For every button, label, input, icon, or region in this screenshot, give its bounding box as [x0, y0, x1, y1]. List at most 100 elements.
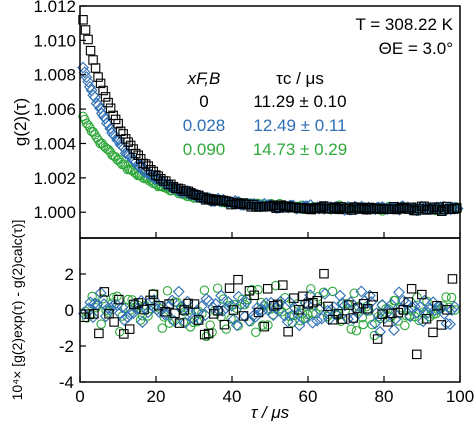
residual-point-diamond — [373, 325, 386, 338]
residual-point-square — [428, 327, 438, 338]
top-point-square — [80, 25, 91, 35]
top-point-diamond — [92, 99, 105, 112]
top-point-square — [188, 189, 199, 199]
residual-point-square — [386, 308, 397, 319]
residual-point-square — [363, 304, 373, 314]
top-point-square — [208, 196, 219, 206]
residual-point-square — [104, 309, 114, 319]
residual-point-circle — [444, 302, 454, 313]
top-point-square — [78, 15, 88, 25]
top-y-ticks: 1.000 1.002 1.004 1.006 1.008 1.010 1.012 — [33, 0, 86, 222]
residual-point-square — [312, 296, 322, 306]
top-point-square — [156, 174, 166, 184]
top-y-tick-label: 1.006 — [33, 100, 76, 119]
top-point-square — [140, 159, 151, 169]
residual-point-diamond — [99, 310, 112, 323]
top-point-square — [449, 203, 459, 214]
top-point-square — [173, 183, 184, 194]
residual-point-diamond — [369, 317, 381, 330]
top-point-circle — [127, 165, 138, 176]
top-point-square — [233, 198, 244, 209]
residual-point-diamond — [410, 306, 423, 319]
residual-point-circle — [123, 294, 133, 305]
top-point-square — [334, 204, 344, 215]
top-point-square — [404, 204, 414, 214]
residual-point-square — [328, 314, 338, 325]
top-point-square — [248, 199, 259, 210]
top-point-square — [120, 134, 131, 144]
top-point-square — [146, 165, 156, 175]
top-point-square — [95, 78, 106, 89]
top-point-square — [153, 171, 164, 181]
top-point-square — [283, 201, 294, 211]
residual-point-square — [99, 287, 110, 297]
x-tick-label: 40 — [223, 387, 242, 406]
residual-point-square — [417, 289, 427, 300]
top-point-square — [399, 202, 409, 213]
residual-point-diamond — [318, 287, 331, 300]
top-point-square — [356, 202, 367, 213]
top-y-tick-label: 1.012 — [33, 0, 76, 16]
top-point-square — [391, 204, 402, 215]
top-point-square — [306, 204, 317, 215]
residual-point-diamond — [184, 307, 197, 320]
residual-point-diamond — [385, 298, 398, 311]
residual-point-circle — [212, 283, 223, 293]
residual-point-diamond — [247, 309, 260, 322]
residual-point-circle — [96, 319, 106, 329]
residual-point-diamond — [422, 306, 435, 319]
bottom-y-ticks: -4 -2 0 2 — [59, 265, 86, 392]
residual-point-diamond — [179, 316, 192, 329]
residual-point-diamond — [94, 286, 107, 299]
top-point-square — [386, 204, 397, 214]
top-point-square — [336, 202, 347, 212]
residual-point-circle — [327, 286, 338, 297]
top-point-square — [298, 203, 309, 213]
top-point-square — [123, 137, 133, 147]
residual-point-square — [94, 328, 104, 339]
top-point-square — [211, 194, 221, 205]
top-y-axis-label: g(2)(τ) — [11, 98, 30, 146]
residual-point-diamond — [199, 309, 212, 322]
residual-point-circle — [164, 318, 175, 328]
top-point-square — [331, 203, 342, 213]
top-point-diamond — [83, 80, 96, 93]
residual-point-diamond — [338, 299, 351, 312]
top-point-square — [291, 202, 301, 213]
top-y-tick-label: 1.004 — [33, 134, 76, 153]
top-point-square — [221, 196, 231, 206]
residual-point-circle — [197, 308, 207, 319]
top-point-square — [83, 34, 93, 45]
residual-point-square — [272, 299, 283, 310]
residual-point-diamond — [215, 289, 228, 302]
residual-point-diamond — [297, 312, 310, 325]
residual-point-diamond — [306, 316, 319, 329]
residual-point-square — [298, 291, 308, 302]
top-point-square — [130, 148, 141, 159]
residual-point-square — [233, 274, 243, 285]
top-point-diamond — [89, 91, 101, 104]
residual-point-diamond — [448, 300, 461, 313]
top-point-square — [271, 203, 281, 213]
legend-row-2-tau: 12.49 ± 0.11 — [253, 116, 346, 135]
top-point-square — [100, 92, 111, 102]
residual-point-diamond — [225, 299, 238, 312]
top-point-square — [223, 197, 234, 207]
residual-point-circle — [369, 330, 380, 341]
top-data-points — [77, 15, 464, 217]
top-point-square — [213, 196, 224, 206]
top-point-square — [354, 204, 364, 214]
top-point-square — [361, 204, 372, 215]
top-point-square — [319, 201, 329, 211]
residual-point-diamond — [370, 307, 383, 320]
top-point-square — [371, 204, 382, 214]
residual-point-square — [403, 297, 414, 307]
residual-point-diamond — [118, 314, 131, 326]
top-point-square — [276, 200, 286, 210]
residual-point-square — [164, 299, 174, 309]
top-point-square — [268, 200, 279, 210]
residual-point-square — [224, 283, 235, 293]
bottom-y-tick-label: -4 — [59, 373, 74, 392]
top-point-square — [191, 190, 201, 200]
x-tick-label: 100 — [446, 387, 474, 406]
